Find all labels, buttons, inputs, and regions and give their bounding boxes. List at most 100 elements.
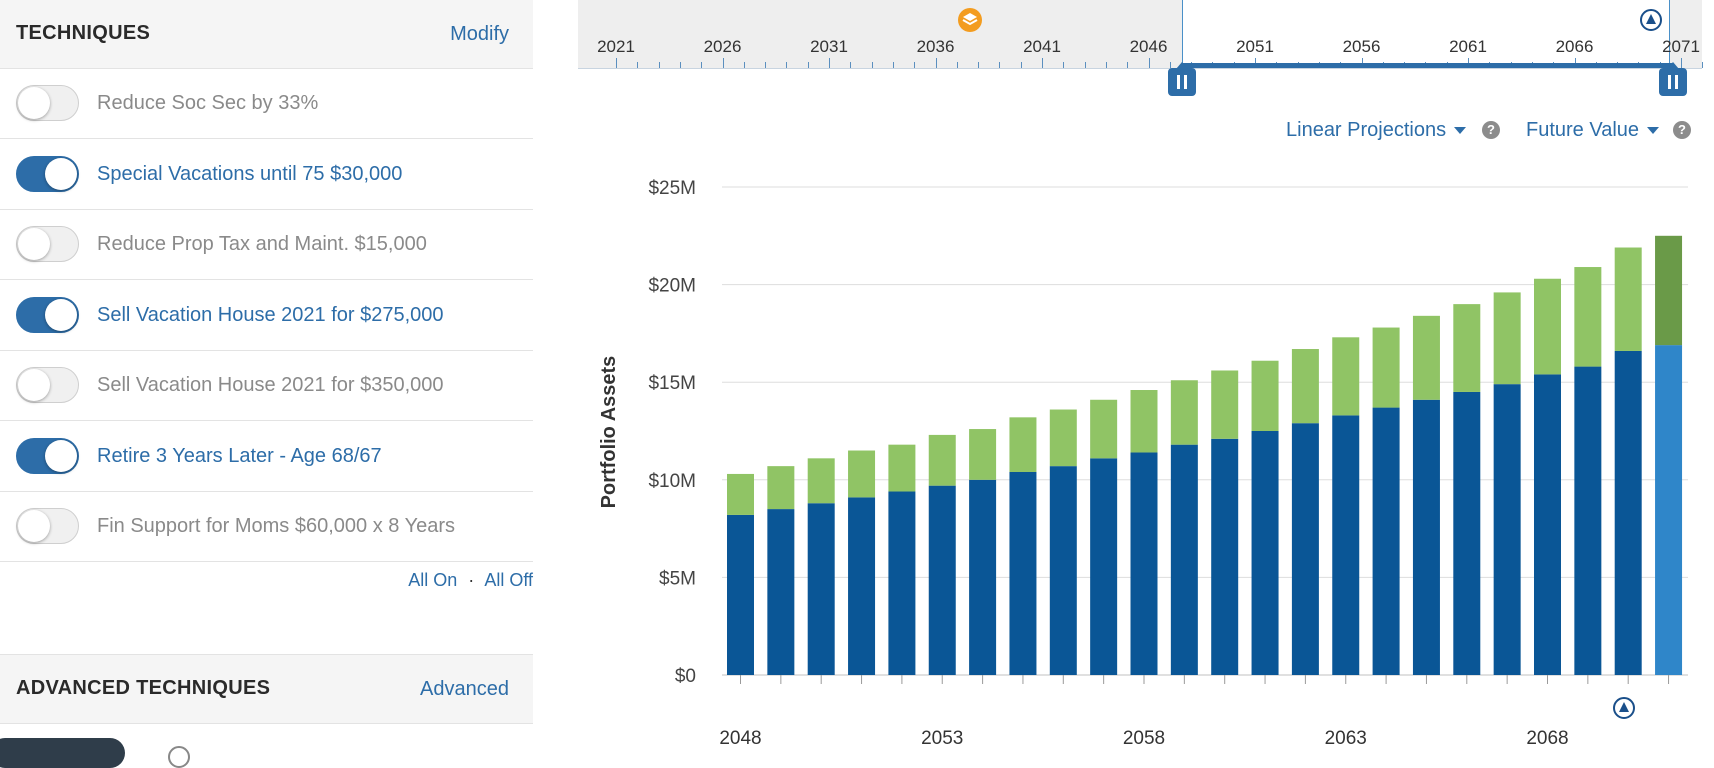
bar-segment-primary[interactable] — [1493, 384, 1521, 675]
advanced-link[interactable]: Advanced — [420, 678, 509, 700]
x-tick-label: 2063 — [1325, 728, 1367, 749]
bar-segment-primary[interactable] — [1211, 438, 1239, 675]
bar-segment-primary[interactable] — [1251, 431, 1279, 675]
bar-segment-secondary[interactable] — [888, 444, 916, 492]
bar-segment-secondary[interactable] — [1211, 370, 1239, 439]
bar-segment-secondary[interactable] — [848, 450, 876, 498]
technique-row[interactable]: Special Vacations until 75 $30,000 — [0, 139, 533, 210]
technique-row[interactable]: Reduce Soc Sec by 33% — [0, 68, 533, 139]
timeline-tick — [1105, 62, 1107, 68]
bar-segment-primary[interactable] — [1412, 399, 1440, 675]
bar-segment-secondary[interactable] — [1291, 349, 1319, 424]
bar-segment-secondary[interactable] — [969, 429, 997, 480]
bar-segment-primary[interactable] — [1655, 345, 1683, 675]
bar-segment-primary[interactable] — [1372, 407, 1400, 675]
bar-segment-primary[interactable] — [807, 503, 835, 675]
bar-segment-secondary[interactable] — [1009, 417, 1037, 472]
technique-toggle[interactable] — [16, 155, 79, 192]
projection-dropdown[interactable]: Linear Projections — [1286, 119, 1467, 142]
layers-icon[interactable] — [958, 8, 982, 32]
technique-row[interactable]: Sell Vacation House 2021 for $350,000 — [0, 350, 533, 421]
value-help-icon[interactable]: ? — [1673, 121, 1691, 139]
toggle-knob — [18, 228, 50, 260]
toggle-knob — [45, 439, 77, 472]
technique-row[interactable]: Fin Support for Moms $60,000 x 8 Years — [0, 491, 533, 562]
timeline-tick — [871, 62, 873, 68]
timeline-navigator[interactable]: 2021 2026 2031 2036 2041 2046 2051 2056 2061 2066… — [578, 0, 1704, 69]
projection-help-icon[interactable]: ? — [1482, 121, 1500, 139]
x-axis-ticks: 2048 2053 2058 2063 2068 — [719, 728, 1568, 749]
bar-segment-primary[interactable] — [969, 479, 997, 675]
bar-segment-secondary[interactable] — [1090, 399, 1118, 459]
bar-segment-secondary[interactable] — [1574, 267, 1602, 367]
bar-segment-secondary[interactable] — [767, 466, 795, 510]
projection-label: Linear Projections — [1286, 119, 1447, 141]
bar-segment-primary[interactable] — [1453, 391, 1481, 675]
chart-marker-icon[interactable] — [1613, 697, 1635, 719]
timeline-year-label: 2021 — [597, 37, 635, 56]
modify-link[interactable]: Modify — [450, 23, 509, 45]
bar-segment-secondary[interactable] — [1655, 235, 1683, 346]
bar-segment-secondary[interactable] — [1412, 315, 1440, 400]
all-on-off-controls: All On · All Off — [408, 570, 533, 591]
bar-segment-primary[interactable] — [767, 509, 795, 675]
x-tick-label: 2058 — [1123, 728, 1165, 749]
bar-segment-primary[interactable] — [848, 497, 876, 675]
bar-segment-secondary[interactable] — [1493, 292, 1521, 385]
technique-toggle[interactable] — [16, 226, 79, 262]
timeline-range-bar[interactable] — [1182, 63, 1673, 68]
timeline-tick — [1148, 58, 1150, 68]
x-tick-label: 2068 — [1526, 728, 1568, 749]
bar-segment-primary[interactable] — [1170, 444, 1198, 675]
range-end-handle[interactable] — [1659, 62, 1687, 96]
timeline-tick — [679, 62, 681, 68]
all-off-link[interactable]: All Off — [484, 570, 533, 590]
bar-segment-primary[interactable] — [928, 485, 956, 675]
x-tick-label: 2053 — [921, 728, 963, 749]
bar-segment-secondary[interactable] — [1453, 304, 1481, 392]
bar-segment-primary[interactable] — [888, 491, 916, 675]
techniques-header: TECHNIQUES Modify — [0, 0, 533, 69]
bar-segment-secondary[interactable] — [1372, 327, 1400, 408]
timeline-tick — [1042, 58, 1043, 68]
bar-segment-secondary[interactable] — [1130, 390, 1158, 453]
bar-segment-primary[interactable] — [727, 514, 754, 675]
bar-segment-secondary[interactable] — [1534, 278, 1561, 375]
chat-button[interactable] — [0, 738, 125, 768]
technique-row[interactable]: Sell Vacation House 2021 for $275,000 — [0, 280, 533, 351]
technique-toggle[interactable] — [16, 367, 79, 403]
bar-segment-secondary[interactable] — [928, 434, 956, 486]
timeline-tick — [1084, 62, 1086, 68]
bar-segment-primary[interactable] — [1291, 423, 1319, 675]
bar-segment-primary[interactable] — [1049, 466, 1077, 675]
range-start-handle[interactable] — [1168, 62, 1196, 96]
bar-segment-primary[interactable] — [1614, 350, 1642, 675]
bar-segment-secondary[interactable] — [807, 458, 835, 504]
technique-row[interactable]: Reduce Prop Tax and Maint. $15,000 — [0, 209, 533, 280]
bar-segment-secondary[interactable] — [1614, 247, 1642, 351]
technique-toggle[interactable] — [16, 437, 79, 474]
technique-toggle[interactable] — [16, 85, 79, 121]
bar-segment-secondary[interactable] — [1332, 337, 1360, 416]
bar-segment-secondary[interactable] — [1170, 380, 1198, 445]
bar-segment-secondary[interactable] — [1251, 360, 1279, 431]
bar-segment-primary[interactable] — [1130, 452, 1158, 675]
bar-segment-secondary[interactable] — [727, 473, 754, 515]
bar-segment-primary[interactable] — [1090, 458, 1118, 675]
bar-segment-primary[interactable] — [1534, 374, 1561, 675]
bar-segment-secondary[interactable] — [1049, 409, 1077, 467]
timeline-tick — [807, 62, 809, 68]
technique-toggle[interactable] — [16, 296, 79, 333]
bar-segment-primary[interactable] — [1009, 471, 1037, 675]
timeline-selected-range[interactable] — [1182, 0, 1670, 68]
technique-row[interactable]: Retire 3 Years Later - Age 68/67 — [0, 421, 533, 492]
bar-segment-primary[interactable] — [1332, 415, 1360, 675]
timeline-tick — [956, 62, 958, 68]
value-dropdown[interactable]: Future Value — [1526, 119, 1660, 142]
toggle-knob — [18, 510, 50, 542]
all-on-link[interactable]: All On — [408, 570, 458, 590]
timeline-tick — [829, 58, 830, 68]
technique-toggle[interactable] — [16, 508, 79, 544]
bar-segment-primary[interactable] — [1574, 366, 1602, 675]
timeline-marker-icon[interactable] — [1640, 9, 1662, 31]
